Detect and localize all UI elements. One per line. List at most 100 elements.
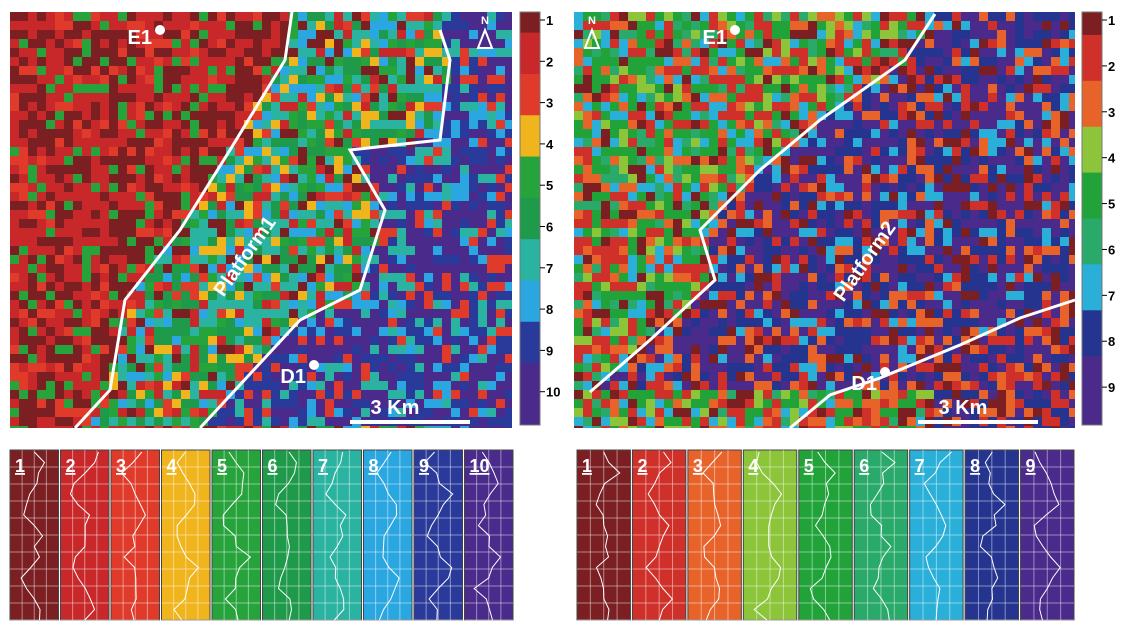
- map-cell: [28, 408, 37, 417]
- map-cell: [244, 201, 253, 210]
- map-cell: [163, 201, 172, 210]
- map-cell: [763, 84, 772, 93]
- map-cell: [925, 201, 934, 210]
- map-cell: [469, 219, 478, 228]
- map-cell: [727, 102, 736, 111]
- map-cell: [226, 408, 235, 417]
- map-cell: [1033, 336, 1042, 345]
- map-cell: [181, 399, 190, 408]
- map-cell: [190, 147, 199, 156]
- map-cell: [361, 363, 370, 372]
- map-cell: [601, 282, 610, 291]
- map-cell: [934, 264, 943, 273]
- map-cell: [361, 12, 370, 21]
- map-cell: [943, 282, 952, 291]
- map-cell: [388, 219, 397, 228]
- map-cell: [1006, 237, 1015, 246]
- map-cell: [217, 318, 226, 327]
- map-cell: [817, 183, 826, 192]
- map-cell: [424, 327, 433, 336]
- map-cell: [433, 66, 442, 75]
- map-cell: [745, 39, 754, 48]
- map-cell: [505, 183, 512, 192]
- map-cell: [871, 309, 880, 318]
- map-cell: [334, 309, 343, 318]
- map-cell: [1006, 147, 1015, 156]
- map-cell: [442, 156, 451, 165]
- map-cell: [415, 282, 424, 291]
- map-cell: [109, 264, 118, 273]
- map-cell: [619, 219, 628, 228]
- map-cell: [343, 237, 352, 246]
- map-cell: [727, 93, 736, 102]
- map-cell: [610, 84, 619, 93]
- map-cell: [1033, 345, 1042, 354]
- map-cell: [862, 39, 871, 48]
- map-cell: [925, 300, 934, 309]
- map-cell: [1060, 183, 1069, 192]
- map-cell: [952, 201, 961, 210]
- map-cell: [451, 273, 460, 282]
- map-cell: [298, 12, 307, 21]
- map-cell: [1060, 66, 1069, 75]
- map-cell: [379, 147, 388, 156]
- map-cell: [388, 345, 397, 354]
- map-cell: [334, 75, 343, 84]
- map-cell: [433, 201, 442, 210]
- map-cell: [262, 147, 271, 156]
- map-cell: [592, 102, 601, 111]
- map-cell: [136, 84, 145, 93]
- map-cell: [253, 372, 262, 381]
- map-cell: [271, 255, 280, 264]
- map-cell: [100, 57, 109, 66]
- map-cell: [916, 111, 925, 120]
- map-cell: [190, 219, 199, 228]
- map-cell: [1069, 165, 1075, 174]
- map-cell: [853, 156, 862, 165]
- map-cell: [262, 111, 271, 120]
- map-cell: [280, 147, 289, 156]
- map-cell: [145, 417, 154, 426]
- map-cell: [415, 66, 424, 75]
- map-cell: [28, 210, 37, 219]
- map-cell: [583, 129, 592, 138]
- map-cell: [655, 30, 664, 39]
- map-cell: [415, 345, 424, 354]
- map-cell: [352, 426, 361, 428]
- map-cell: [979, 282, 988, 291]
- map-cell: [736, 66, 745, 75]
- map-cell: [307, 30, 316, 39]
- map-cell: [190, 291, 199, 300]
- map-cell: [655, 237, 664, 246]
- map-cell: [961, 345, 970, 354]
- map-cell: [199, 318, 208, 327]
- map-cell: [979, 75, 988, 84]
- map-cell: [208, 147, 217, 156]
- map-cell: [790, 156, 799, 165]
- map-cell: [619, 183, 628, 192]
- map-cell: [916, 192, 925, 201]
- map-cell: [163, 120, 172, 129]
- map-cell: [1006, 12, 1015, 21]
- map-cell: [451, 399, 460, 408]
- map-cell: [862, 48, 871, 57]
- map-cell: [397, 291, 406, 300]
- map-cell: [1042, 255, 1051, 264]
- map-cell: [91, 12, 100, 21]
- map-cell: [673, 264, 682, 273]
- map-cell: [745, 102, 754, 111]
- map-cell: [727, 165, 736, 174]
- map-cell: [163, 66, 172, 75]
- map-cell: [583, 165, 592, 174]
- map-cell: [442, 273, 451, 282]
- map-cell: [307, 282, 316, 291]
- map-cell: [808, 237, 817, 246]
- map-cell: [934, 57, 943, 66]
- map-cell: [478, 264, 487, 273]
- map-cell: [199, 291, 208, 300]
- map-cell: [952, 102, 961, 111]
- map-cell: [91, 309, 100, 318]
- map-cell: [727, 147, 736, 156]
- map-cell: [388, 255, 397, 264]
- map-cell: [1024, 291, 1033, 300]
